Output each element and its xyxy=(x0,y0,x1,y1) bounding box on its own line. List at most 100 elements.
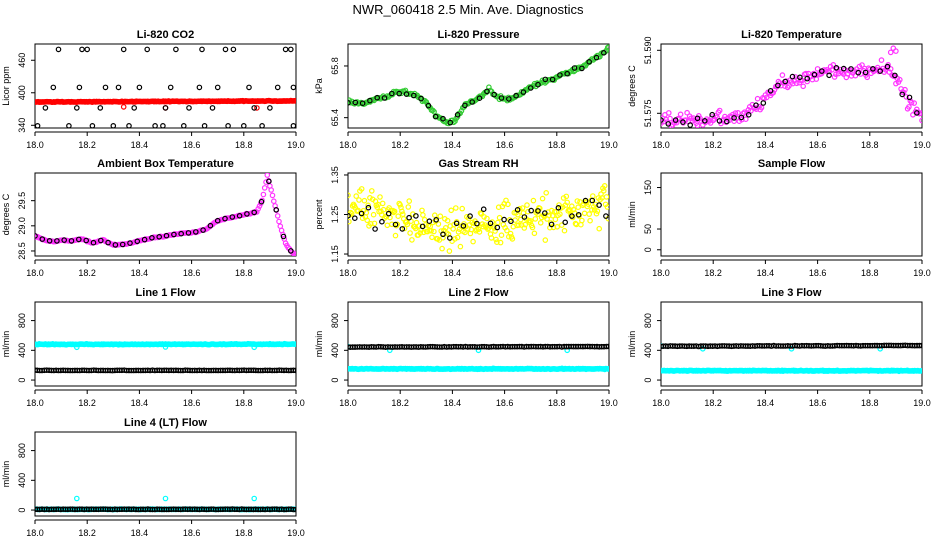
y-tick-label: 28.5 xyxy=(17,242,27,260)
data-point xyxy=(600,188,607,194)
data-point xyxy=(293,252,296,256)
series-line1-cyan xyxy=(35,340,296,348)
data-point xyxy=(826,72,832,79)
y-tick-label: 0 xyxy=(330,378,340,383)
data-point xyxy=(162,495,169,502)
plot-area xyxy=(35,46,296,128)
data-point xyxy=(457,243,464,250)
x-tick-label: 18.8 xyxy=(235,528,253,538)
data-point xyxy=(738,114,745,121)
x-tick-label: 18.4 xyxy=(444,398,462,408)
x-tick-label: 19.0 xyxy=(287,268,305,278)
data-point xyxy=(365,202,371,209)
series-line3-cyan xyxy=(661,367,922,375)
data-point xyxy=(83,237,90,244)
data-point xyxy=(579,65,585,72)
data-point xyxy=(367,97,373,104)
data-point xyxy=(528,207,535,214)
data-point xyxy=(35,123,41,128)
y-tick-label: 400 xyxy=(17,473,27,488)
data-point xyxy=(76,236,82,243)
x-tick-label: 18.6 xyxy=(809,268,827,278)
data-point xyxy=(428,228,434,234)
data-point xyxy=(803,70,809,77)
data-point xyxy=(290,367,296,374)
data-point xyxy=(758,104,765,111)
data-point xyxy=(775,82,781,89)
x-tick-label: 18.0 xyxy=(26,268,44,278)
x-tick-label: 18.4 xyxy=(131,140,149,150)
data-point xyxy=(452,205,459,211)
data-point xyxy=(561,227,568,234)
data-point xyxy=(251,105,258,111)
data-point xyxy=(604,204,609,210)
data-point xyxy=(716,107,723,114)
data-point xyxy=(586,211,593,217)
data-point xyxy=(786,83,792,89)
series-temp-peaks xyxy=(887,45,899,56)
data-point xyxy=(515,222,522,228)
data-point xyxy=(554,224,561,230)
data-point xyxy=(543,190,550,196)
data-point xyxy=(236,213,243,219)
x-tick-label: 18.8 xyxy=(861,140,879,150)
data-point xyxy=(908,99,915,106)
data-point xyxy=(913,110,920,116)
data-point xyxy=(558,222,565,228)
x-tick-label: 18.2 xyxy=(391,268,409,278)
chart-title: Li-820 CO2 xyxy=(137,29,194,41)
panel-box_temp: Ambient Box Temperature degrees C 28.5 29.0… xyxy=(1,158,305,278)
y-tick-label: 65.4 xyxy=(330,109,340,127)
x-tick-label: 19.0 xyxy=(600,268,618,278)
data-point xyxy=(864,74,871,81)
y-axis-label: ml/min xyxy=(1,461,11,488)
data-point xyxy=(788,345,795,352)
panels: Li-820 CO2 Licor ppm 340 400 460 18.0 18.2 18.4… xyxy=(1,29,931,538)
data-point xyxy=(406,214,412,221)
plot-frame xyxy=(660,43,923,129)
data-point xyxy=(361,197,368,204)
data-point xyxy=(594,208,601,214)
y-tick-label: 0 xyxy=(643,247,653,252)
data-point xyxy=(293,341,296,347)
data-point xyxy=(260,191,267,198)
data-point xyxy=(665,121,672,127)
data-point xyxy=(448,207,455,214)
data-point xyxy=(452,118,458,125)
data-point xyxy=(431,212,438,219)
data-point xyxy=(39,236,46,242)
data-point xyxy=(127,240,133,246)
data-point xyxy=(587,217,593,224)
data-point xyxy=(701,118,708,124)
panel-sample_flow: Sample Flow ml/min 0 50 150 18.0 18.2 18.4 18.6 1… xyxy=(627,158,931,278)
data-point xyxy=(76,84,83,91)
data-point xyxy=(276,218,282,225)
data-point xyxy=(290,84,296,91)
data-point xyxy=(519,205,526,211)
data-point xyxy=(586,58,593,65)
data-point xyxy=(601,183,608,189)
data-point xyxy=(348,218,352,225)
data-point xyxy=(732,110,739,116)
x-tick-label: 18.8 xyxy=(548,398,566,408)
y-tick-label: 0 xyxy=(643,378,653,383)
panel-line4: Line 4 (LT) Flow ml/min 0 400 800 18.0 18.2 18.… xyxy=(1,417,305,538)
x-tick-label: 18.2 xyxy=(391,140,409,150)
data-point xyxy=(425,102,432,109)
data-point xyxy=(589,197,596,204)
data-point xyxy=(603,194,609,200)
x-tick-label: 18.8 xyxy=(861,268,879,278)
data-point xyxy=(222,215,228,222)
data-point xyxy=(507,230,514,237)
data-point xyxy=(527,85,534,91)
data-point xyxy=(214,217,221,224)
data-point xyxy=(475,226,482,233)
data-point xyxy=(432,113,439,120)
chart-title: Gas Stream RH xyxy=(438,158,518,170)
data-point xyxy=(388,90,395,97)
data-point xyxy=(181,123,187,128)
data-point xyxy=(589,193,596,199)
data-point xyxy=(541,210,548,216)
data-point xyxy=(535,211,541,217)
data-point xyxy=(429,107,436,114)
